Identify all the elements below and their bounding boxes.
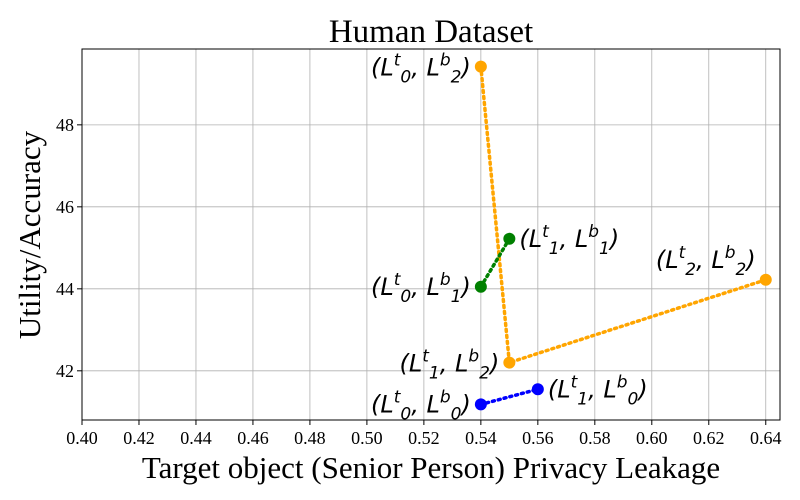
x-tick-label: 0.54 (465, 428, 497, 448)
x-axis-label: Target object (Senior Person) Privacy Le… (142, 450, 720, 485)
data-point-orange (503, 356, 516, 369)
point-label: (Lt1, Lb0) (548, 372, 648, 409)
grid (81, 49, 780, 420)
x-tick-label: 0.62 (693, 428, 725, 448)
y-axis-label: Utility/Accuracy (12, 130, 47, 339)
x-tick-label: 0.52 (408, 428, 440, 448)
x-tick-label: 0.42 (123, 428, 155, 448)
data-point-green (503, 232, 516, 245)
ticks: 0.40 0.42 0.44 0.46 0.48 0.50 0.52 0.54 0.56 0.58… (56, 115, 782, 448)
plot-frame (81, 48, 781, 421)
point-label: (Lt0, Lb2) (371, 51, 471, 88)
x-tick-label: 0.46 (237, 428, 269, 448)
series-line-blue (479, 387, 540, 407)
y-tick-label: 44 (56, 279, 74, 299)
y-tick-label: 48 (56, 115, 74, 135)
point-labels: (Lt0, Lb2) (Lt1, Lb2) (Lt2, Lb2) (Lt0, Lb1)… (371, 51, 756, 425)
point-label: (Lt0, Lb0) (371, 387, 471, 424)
point-label: (Lt1, Lb2) (399, 347, 499, 384)
point-label: (Lt1, Lb1) (519, 222, 619, 259)
x-tick-label: 0.50 (351, 428, 383, 448)
x-tick-label: 0.56 (522, 428, 554, 448)
point-label: (Lt0, Lb1) (371, 270, 471, 307)
series-line-green (479, 237, 512, 289)
y-tick-label: 42 (56, 361, 74, 381)
x-tick-label: 0.60 (636, 428, 668, 448)
x-tick-label: 0.44 (180, 428, 212, 448)
data-point-orange (759, 273, 772, 286)
x-tick-label: 0.64 (750, 428, 782, 448)
y-tick-label: 46 (56, 197, 74, 217)
x-tick-label: 0.58 (579, 428, 611, 448)
chart-title: Human Dataset (329, 14, 533, 50)
data-point-green (474, 280, 487, 293)
data-points (474, 60, 772, 411)
data-point-blue (531, 383, 544, 396)
x-tick-label: 0.40 (66, 428, 98, 448)
x-tick-label: 0.48 (294, 428, 326, 448)
data-point-orange (474, 60, 487, 73)
series-line-orange (479, 64, 768, 365)
data-point-blue (474, 398, 487, 411)
point-label: (Lt2, Lb2) (656, 243, 756, 280)
